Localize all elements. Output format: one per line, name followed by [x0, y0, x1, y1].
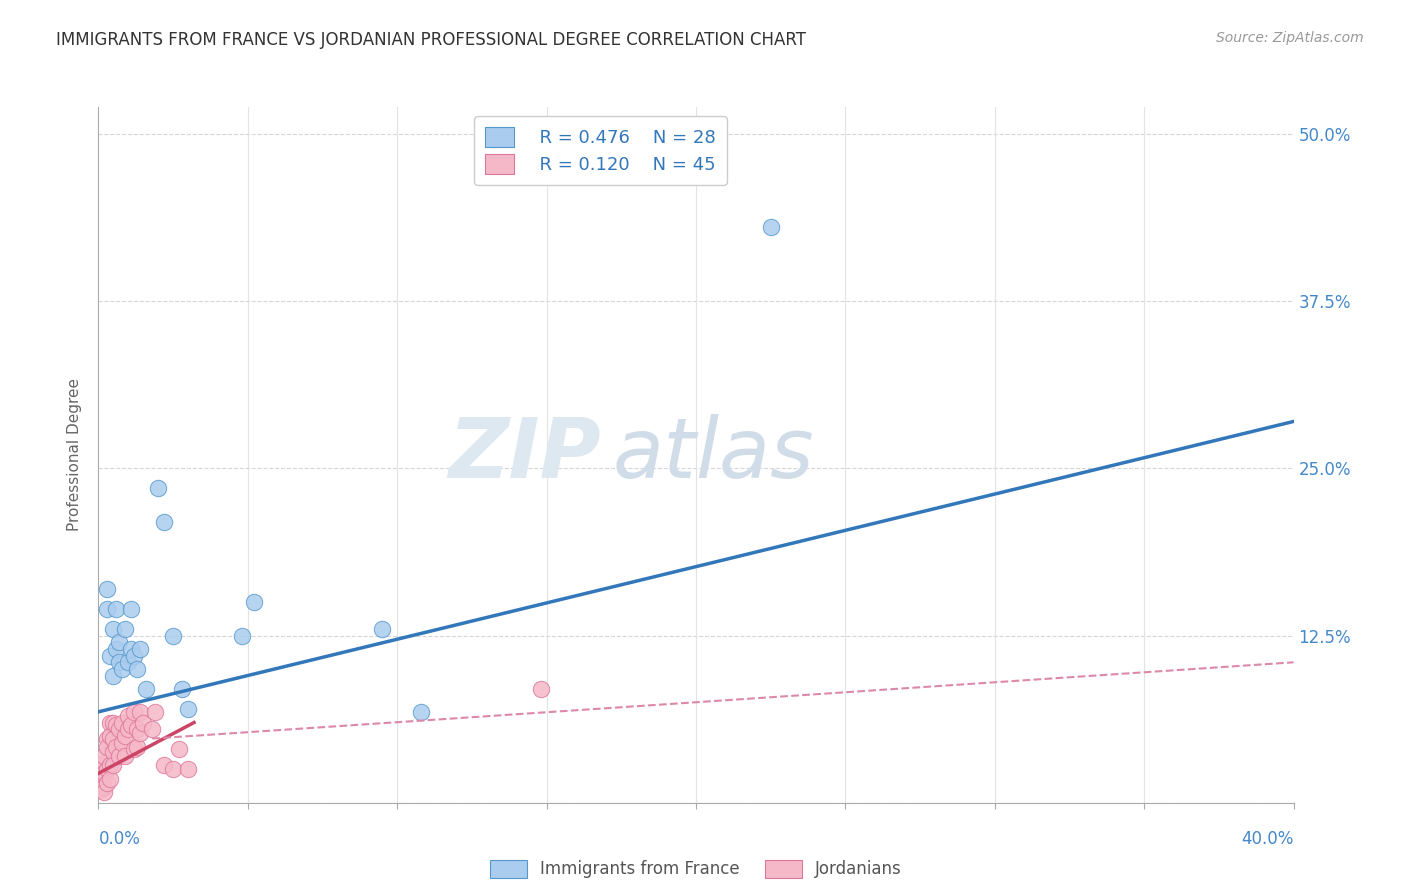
- Text: Source: ZipAtlas.com: Source: ZipAtlas.com: [1216, 31, 1364, 45]
- Point: [96, 775, 118, 790]
- Point: [120, 602, 142, 616]
- Point: [153, 515, 176, 529]
- Point: [114, 622, 136, 636]
- Text: 0.0%: 0.0%: [98, 830, 141, 847]
- Point: [124, 648, 146, 663]
- Point: [105, 642, 128, 657]
- Point: [124, 705, 146, 719]
- Point: [100, 772, 122, 786]
- Point: [177, 702, 200, 716]
- Point: [105, 739, 128, 754]
- Point: [411, 705, 433, 719]
- Text: 40.0%: 40.0%: [1241, 830, 1294, 847]
- Point: [529, 681, 551, 696]
- Point: [93, 756, 115, 770]
- Point: [93, 780, 115, 794]
- Point: [93, 749, 115, 764]
- Point: [103, 758, 125, 772]
- Point: [129, 642, 152, 657]
- Point: [105, 602, 128, 616]
- Point: [117, 708, 139, 723]
- Point: [172, 681, 194, 696]
- Point: [127, 662, 149, 676]
- Point: [108, 635, 131, 649]
- Point: [103, 715, 125, 730]
- Point: [132, 715, 155, 730]
- Point: [96, 731, 118, 746]
- Point: [108, 749, 131, 764]
- Point: [96, 739, 118, 754]
- Text: IMMIGRANTS FROM FRANCE VS JORDANIAN PROFESSIONAL DEGREE CORRELATION CHART: IMMIGRANTS FROM FRANCE VS JORDANIAN PROF…: [56, 31, 806, 49]
- Point: [120, 718, 142, 732]
- Point: [100, 715, 122, 730]
- Point: [231, 628, 253, 642]
- Point: [103, 745, 125, 759]
- Point: [141, 723, 163, 737]
- Point: [93, 785, 115, 799]
- Point: [96, 582, 118, 596]
- Point: [90, 782, 112, 797]
- Text: ZIP: ZIP: [447, 415, 600, 495]
- Point: [162, 762, 184, 776]
- Point: [243, 595, 266, 609]
- Point: [117, 655, 139, 669]
- Point: [167, 742, 190, 756]
- Point: [96, 602, 118, 616]
- Point: [143, 705, 166, 719]
- Point: [127, 723, 149, 737]
- Point: [96, 762, 118, 776]
- Point: [105, 718, 128, 732]
- Point: [129, 705, 152, 719]
- Point: [111, 715, 134, 730]
- Point: [103, 731, 125, 746]
- Point: [759, 220, 782, 235]
- Point: [114, 729, 136, 743]
- Point: [162, 628, 184, 642]
- Point: [371, 622, 394, 636]
- Point: [93, 766, 115, 780]
- Point: [90, 762, 112, 776]
- Point: [127, 739, 149, 754]
- Point: [111, 735, 134, 749]
- Point: [117, 723, 139, 737]
- Point: [153, 758, 176, 772]
- Point: [177, 762, 200, 776]
- Point: [120, 642, 142, 657]
- Legend: Immigrants from France, Jordanians: Immigrants from France, Jordanians: [484, 853, 908, 885]
- Point: [114, 749, 136, 764]
- Point: [103, 669, 125, 683]
- Point: [100, 758, 122, 772]
- Point: [111, 662, 134, 676]
- Point: [148, 482, 170, 496]
- Point: [108, 723, 131, 737]
- Point: [124, 742, 146, 756]
- Y-axis label: Professional Degree: Professional Degree: [67, 378, 83, 532]
- Point: [103, 622, 125, 636]
- Point: [135, 681, 157, 696]
- Point: [108, 655, 131, 669]
- Point: [100, 648, 122, 663]
- Point: [90, 772, 112, 786]
- Text: atlas: atlas: [613, 415, 814, 495]
- Point: [129, 726, 152, 740]
- Point: [100, 729, 122, 743]
